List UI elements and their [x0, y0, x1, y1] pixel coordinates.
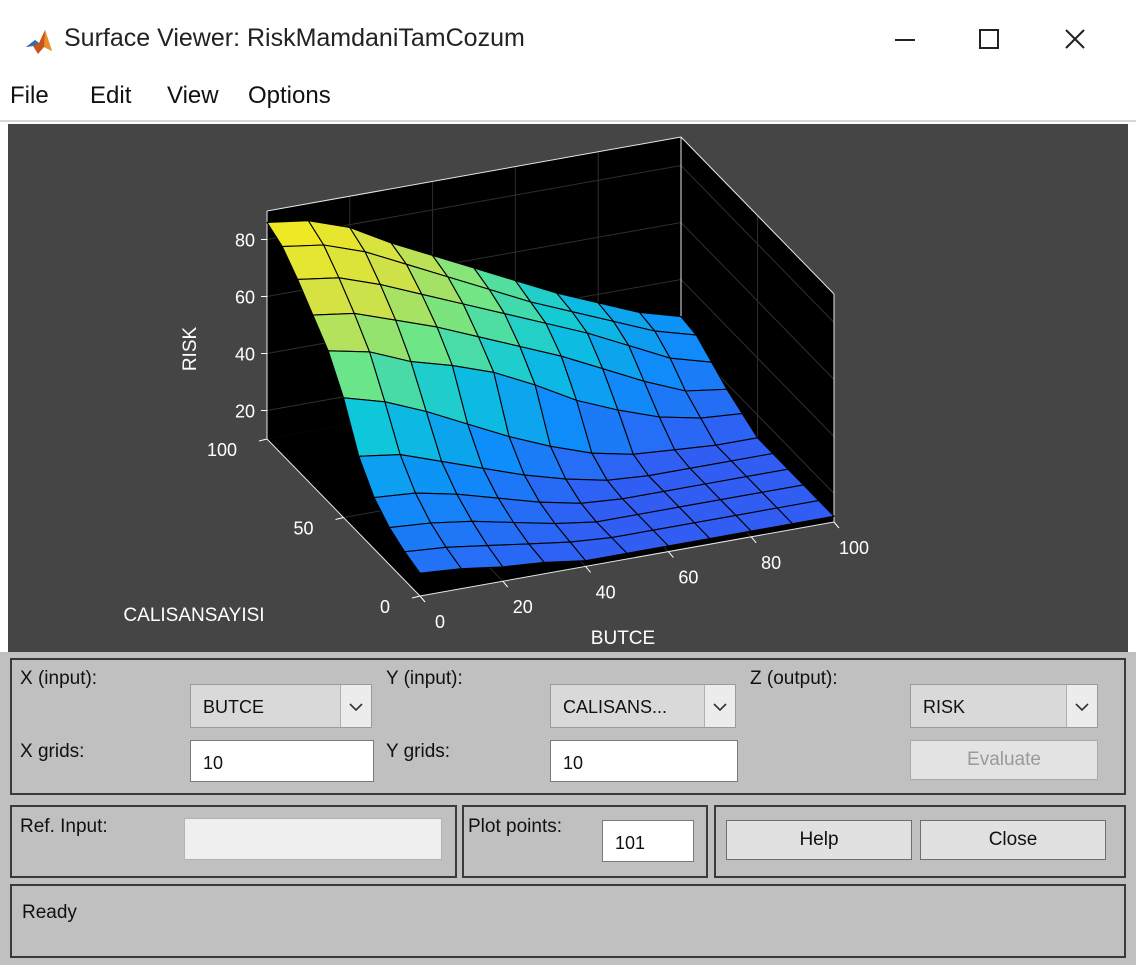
plot-points-label: Plot points:: [468, 816, 562, 837]
y-input-label: Y (input):: [386, 668, 463, 689]
x-tick-label: 80: [761, 553, 781, 573]
y-grids-label: Y grids:: [386, 741, 451, 762]
help-button[interactable]: Help: [726, 820, 912, 860]
menu-file[interactable]: File: [10, 82, 49, 109]
plot-points-value: 101: [615, 833, 646, 853]
y-input-select[interactable]: CALISANS...: [550, 684, 736, 728]
x-tick-mark: [585, 566, 591, 573]
y-tick-mark: [411, 595, 421, 599]
ref-input-label: Ref. Input:: [20, 816, 108, 837]
y-input-value: CALISANS...: [563, 697, 668, 717]
z-axis-label: RISK: [180, 327, 201, 372]
x-tick-mark: [833, 521, 840, 529]
matlab-icon: [24, 27, 54, 57]
x-input-value: BUTCE: [203, 697, 265, 717]
z-tick-label: 40: [235, 345, 255, 365]
x-grids-input[interactable]: 10: [190, 740, 374, 782]
z-output-label: Z (output):: [750, 668, 838, 689]
x-grids-value: 10: [203, 753, 224, 773]
menu-options[interactable]: Options: [248, 82, 331, 109]
axis-edge: [419, 521, 835, 597]
y-tick-label: 0: [380, 597, 390, 617]
close-button[interactable]: Close: [920, 820, 1106, 860]
close-icon: [1065, 29, 1085, 49]
menu-view[interactable]: View: [167, 82, 219, 109]
close-window-button[interactable]: [1040, 14, 1110, 64]
ref-input-group: [10, 805, 457, 878]
menu-bar: File Edit View Options: [0, 80, 1136, 120]
maximize-icon: [979, 29, 999, 49]
x-tick-label: 100: [839, 538, 869, 558]
x-grids-label: X grids:: [20, 741, 85, 762]
z-tick-label: 20: [235, 402, 255, 422]
x-axis-label: BUTCE: [591, 628, 655, 649]
ref-input-field[interactable]: [184, 818, 442, 860]
y-tick-label: 100: [207, 440, 237, 460]
x-tick-label: 0: [435, 612, 445, 632]
title-bar[interactable]: Surface Viewer: RiskMamdaniTamCozum: [0, 0, 1136, 78]
chevron-down-icon: [1075, 703, 1089, 712]
menu-divider: [0, 120, 1136, 122]
chevron-down-icon: [349, 703, 363, 712]
status-bar: [10, 884, 1126, 958]
x-input-label: X (input):: [20, 668, 98, 689]
maximize-button[interactable]: [954, 14, 1024, 64]
window-title: Surface Viewer: RiskMamdaniTamCozum: [64, 24, 525, 52]
y-grids-input[interactable]: 10: [550, 740, 738, 782]
evaluate-button[interactable]: Evaluate: [910, 740, 1098, 780]
z-tick-label: 60: [235, 288, 255, 308]
action-buttons-group: [714, 805, 1126, 878]
surface-plot[interactable]: 20 40 60 80 0 20 40 60 80 100 0 50 100 RISK BUTCE CA…: [8, 124, 1128, 652]
axis-ticks: 20 40 60 80 0 20 40 60 80 100 0 50 100: [207, 231, 869, 633]
chevron-down-icon: [713, 703, 727, 712]
minimize-button[interactable]: [870, 14, 940, 64]
plot-points-input[interactable]: 101: [602, 820, 694, 862]
x-tick-mark: [668, 551, 674, 558]
plot-points-group: [462, 805, 708, 878]
minimize-icon: [895, 39, 915, 41]
menu-edit[interactable]: Edit: [90, 82, 132, 109]
axis-selection-group: [10, 658, 1126, 795]
x-input-select[interactable]: BUTCE: [190, 684, 372, 728]
x-tick-mark: [502, 580, 509, 588]
axis-edge: [680, 136, 835, 295]
y-axis-label: CALISANSAYISI: [123, 605, 264, 626]
z-tick-label: 80: [235, 231, 255, 251]
axis-edge: [266, 136, 682, 212]
surface-patch: [776, 500, 835, 525]
y-tick-mark: [258, 438, 268, 442]
x-tick-label: 60: [678, 568, 698, 588]
x-tick-mark: [419, 595, 426, 603]
x-tick-label: 20: [513, 597, 533, 617]
y-grids-value: 10: [563, 753, 584, 773]
z-output-value: RISK: [923, 697, 966, 717]
status-text: Ready: [22, 902, 77, 923]
x-tick-label: 40: [596, 582, 616, 602]
surface-mesh: [266, 220, 835, 574]
z-output-select[interactable]: RISK: [910, 684, 1098, 728]
x-tick-mark: [750, 536, 757, 544]
y-tick-label: 50: [293, 519, 313, 539]
y-tick-mark: [335, 517, 344, 520]
surface-plot-panel[interactable]: 20 40 60 80 0 20 40 60 80 100 0 50 100 RISK BUTCE CA…: [8, 124, 1128, 652]
